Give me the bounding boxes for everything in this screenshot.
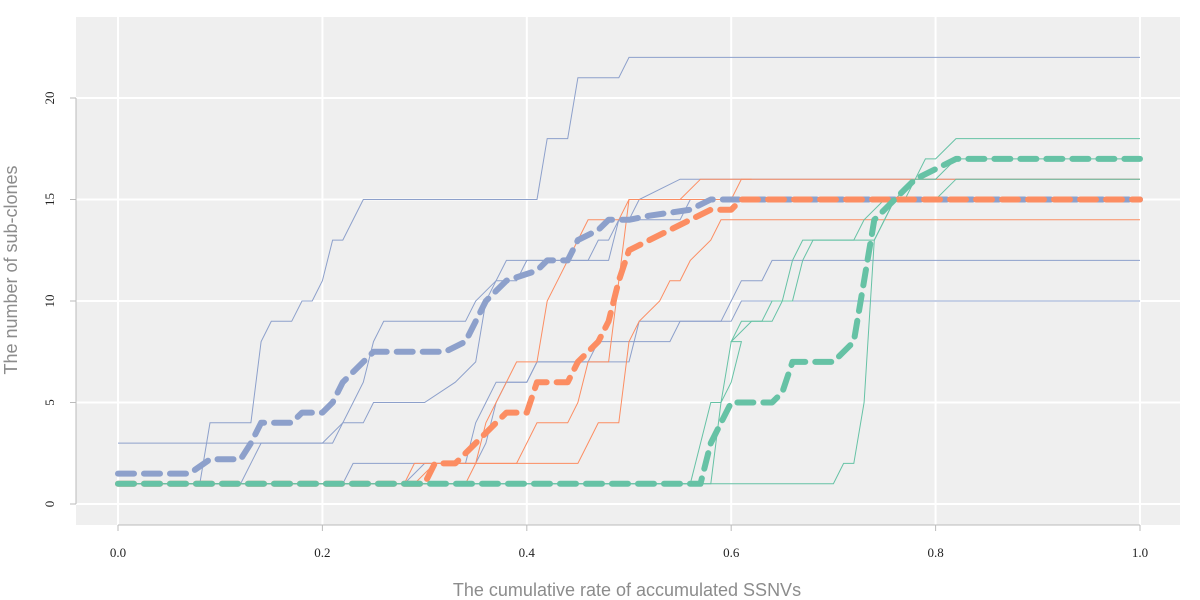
x-axis-label: The cumulative rate of accumulated SSNVs xyxy=(453,580,801,600)
series-line-blue-thin-1 xyxy=(118,56,1140,485)
y-tick-label: 20 xyxy=(42,92,57,105)
series-line-orange-thin-7 xyxy=(118,178,752,485)
x-tick-label: 0.2 xyxy=(314,545,330,560)
y-tick-label: 0 xyxy=(42,501,57,508)
thin-series-group xyxy=(118,56,1140,485)
series-line-green-thick-13 xyxy=(115,155,1143,487)
y-axis-label: The number of sub-clones xyxy=(1,165,21,374)
series-line-blue-thick-5 xyxy=(115,196,1143,477)
series-line-green-thin-12 xyxy=(118,158,1140,485)
series-line-blue-thin-2 xyxy=(118,199,1140,485)
y-axis: 0 5 10 15 20 xyxy=(42,92,77,508)
series-line-orange-thin-8 xyxy=(118,219,1140,485)
x-tick-label: 0.4 xyxy=(519,545,536,560)
series-line-green-thin-11 xyxy=(118,138,1140,485)
x-tick-label: 1.0 xyxy=(1132,545,1148,560)
x-tick-label: 0.8 xyxy=(927,545,943,560)
y-tick-label: 10 xyxy=(42,295,57,308)
x-axis: 0.0 0.2 0.4 0.6 0.8 1.0 xyxy=(110,524,1148,560)
thick-series-group xyxy=(115,155,1143,487)
y-tick-label: 5 xyxy=(42,399,57,406)
plot-background xyxy=(76,17,1180,525)
y-tick-label: 15 xyxy=(42,193,57,206)
x-tick-label: 0.0 xyxy=(110,545,126,560)
series-line-orange-thick-9 xyxy=(115,196,1143,487)
x-tick-label: 0.6 xyxy=(723,545,740,560)
